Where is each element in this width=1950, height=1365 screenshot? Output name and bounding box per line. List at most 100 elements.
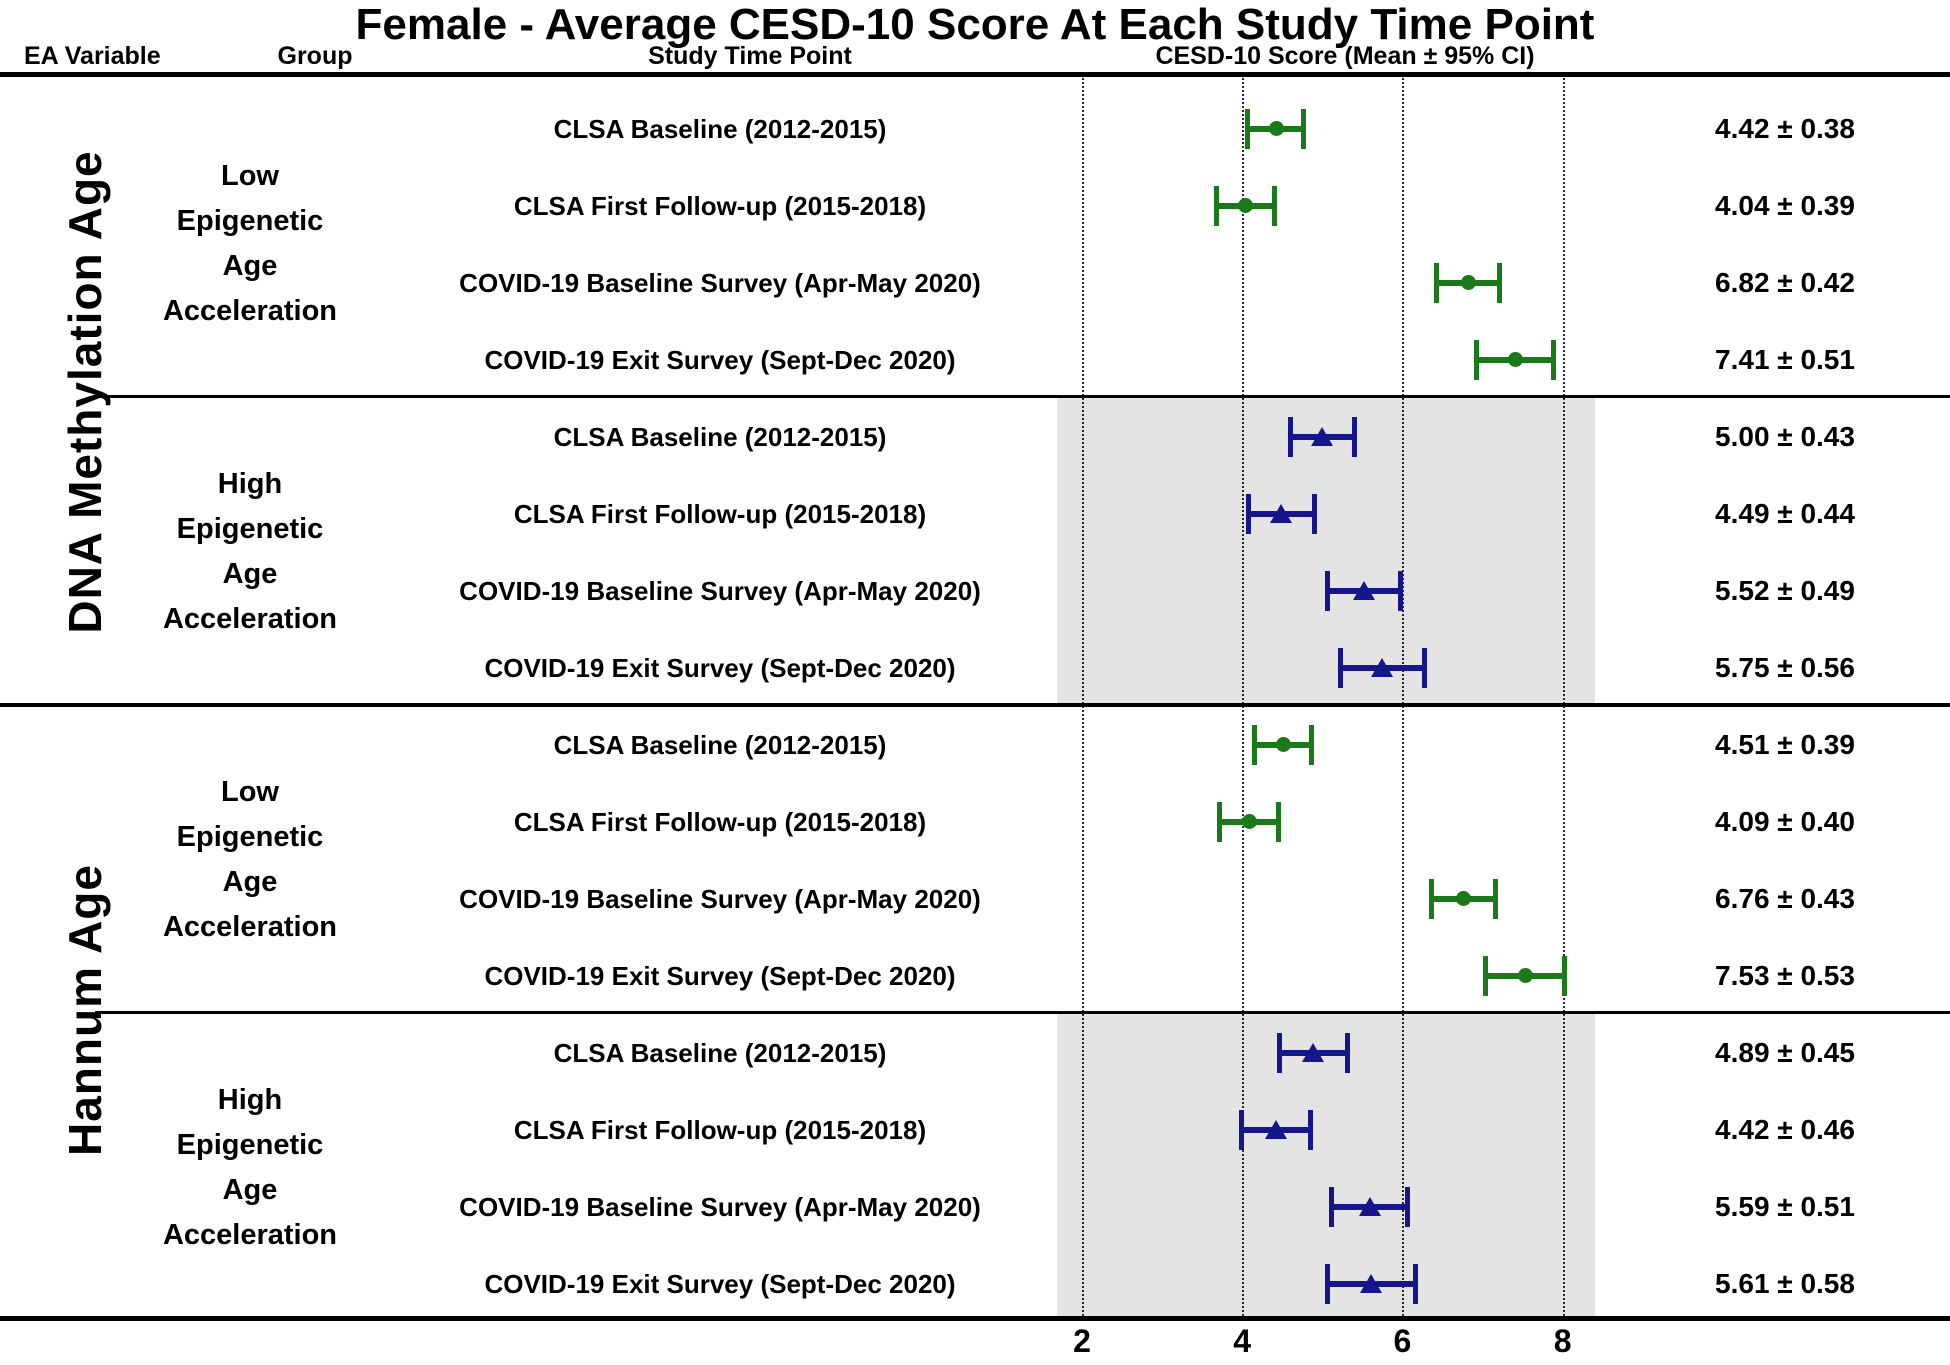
ci-cap-right (1422, 647, 1428, 688)
group-label-line: Age (222, 250, 278, 282)
group-label-line: Epigenetic (176, 821, 324, 853)
time-point-label: CLSA Baseline (2012-2015) (553, 1037, 887, 1068)
mean-marker-triangle (1360, 1273, 1383, 1293)
grid-line-6 (1402, 78, 1405, 1316)
mean-marker-triangle (1302, 1042, 1325, 1062)
group-label: Low Epigenetic Age Acceleration (80, 770, 420, 950)
mean-marker-triangle (1358, 1196, 1381, 1216)
shaded-band-high-dnam (1057, 396, 1595, 704)
axis-tick-label-2: 2 (1073, 1323, 1091, 1359)
group-label-line: Acceleration (162, 911, 338, 943)
time-point-label: COVID-19 Exit Survey (Sept-Dec 2020) (484, 960, 956, 991)
time-point-label: COVID-19 Exit Survey (Sept-Dec 2020) (484, 1268, 956, 1299)
value-label: 6.76 ± 0.43 (1715, 882, 1855, 914)
ci-cap-right (1311, 493, 1317, 534)
grid-line-8 (1562, 78, 1565, 1316)
ci-cap-right (1307, 1109, 1313, 1150)
ci-cap-right (1562, 955, 1568, 996)
column-header-cesd-score: CESD-10 Score (Mean ± 95% CI) (1155, 42, 1535, 70)
group-label-line: Low (221, 160, 279, 192)
value-label: 5.61 ± 0.58 (1715, 1267, 1855, 1299)
error-bar (1245, 108, 1307, 149)
group-label-line: Acceleration (162, 603, 338, 635)
ci-cap-left (1277, 1032, 1283, 1073)
ci-cap-left (1337, 647, 1343, 688)
ci-cap-left (1328, 1186, 1334, 1227)
group-label-line: Acceleration (162, 295, 338, 327)
mean-marker-triangle (1264, 1119, 1287, 1139)
time-point-label: COVID-19 Baseline Survey (Apr-May 2020) (459, 267, 981, 298)
time-point-label: COVID-19 Baseline Survey (Apr-May 2020) (459, 883, 981, 914)
axis-tick-label-4: 4 (1233, 1323, 1252, 1359)
error-bar (1287, 416, 1357, 457)
time-point-label: CLSA Baseline (2012-2015) (553, 729, 887, 760)
group-label-line: Epigenetic (176, 205, 324, 237)
value-label: 5.75 ± 0.56 (1715, 651, 1855, 683)
value-label: 4.04 ± 0.39 (1715, 189, 1855, 221)
ci-cap-right (1405, 1186, 1411, 1227)
ci-cap-left (1474, 339, 1480, 380)
axis-tick-label-6: 6 (1393, 1323, 1412, 1359)
group-label-line: Age (222, 1174, 278, 1206)
ci-cap-right (1351, 416, 1357, 457)
time-point-label: CLSA First Follow-up (2015-2018) (513, 806, 927, 837)
grid-line-2 (1082, 78, 1084, 1316)
group-label: High Epigenetic Age Acceleration (80, 462, 420, 642)
error-bar (1337, 647, 1428, 688)
mean-marker-circle (1517, 967, 1533, 983)
ci-cap-left (1217, 801, 1223, 842)
column-header-study-time-point: Study Time Point (648, 42, 852, 70)
mean-marker-circle (1461, 274, 1477, 290)
ci-cap-left (1287, 416, 1293, 457)
value-label: 5.00 ± 0.43 (1715, 420, 1855, 452)
ci-cap-right (1301, 108, 1307, 149)
mean-marker-circle (1268, 120, 1284, 136)
error-bar (1428, 878, 1498, 919)
grid-line-4 (1242, 78, 1245, 1316)
mean-marker-triangle (1371, 657, 1394, 677)
group-divider-hannum (95, 1011, 1950, 1014)
group-label-line: High (217, 468, 283, 500)
error-bar (1434, 262, 1502, 303)
ci-cap-left (1251, 724, 1257, 765)
x-axis-line (0, 1316, 1950, 1321)
error-bar (1214, 185, 1277, 226)
mean-marker-triangle (1311, 426, 1334, 446)
time-point-label: CLSA First Follow-up (2015-2018) (513, 498, 927, 529)
time-point-label: CLSA Baseline (2012-2015) (553, 113, 887, 144)
value-label: 5.52 ± 0.49 (1715, 574, 1855, 606)
group-divider-dnam (95, 395, 1950, 398)
time-point-label: COVID-19 Baseline Survey (Apr-May 2020) (459, 1191, 981, 1222)
value-label: 4.42 ± 0.38 (1715, 112, 1855, 144)
ci-cap-left (1245, 108, 1251, 149)
error-bar (1217, 801, 1282, 842)
ci-cap-right (1276, 801, 1282, 842)
ci-cap-left (1324, 570, 1330, 611)
header-rule (0, 72, 1950, 77)
value-label: 7.53 ± 0.53 (1715, 959, 1855, 991)
ci-cap-left (1482, 955, 1488, 996)
time-point-label: CLSA Baseline (2012-2015) (553, 421, 887, 452)
time-point-label: CLSA First Follow-up (2015-2018) (513, 190, 927, 221)
group-label-line: Age (222, 866, 278, 898)
page-title: Female - Average CESD-10 Score At Each S… (355, 0, 1595, 49)
error-bar (1277, 1032, 1350, 1073)
mean-marker-triangle (1270, 503, 1293, 523)
value-label: 4.89 ± 0.45 (1715, 1036, 1855, 1068)
ci-cap-left (1246, 493, 1252, 534)
mean-marker-circle (1508, 351, 1524, 367)
ci-cap-left (1214, 185, 1220, 226)
value-label: 6.82 ± 0.42 (1715, 266, 1855, 298)
section-divider (0, 703, 1950, 707)
group-label: High Epigenetic Age Acceleration (80, 1078, 420, 1258)
ci-cap-right (1412, 1263, 1418, 1304)
axis-tick-label-8: 8 (1553, 1323, 1572, 1359)
group-label-line: Epigenetic (176, 513, 324, 545)
ci-cap-left (1434, 262, 1440, 303)
ci-cap-right (1398, 570, 1404, 611)
group-label-line: High (217, 1084, 283, 1116)
ci-cap-right (1496, 262, 1502, 303)
group-label: Low Epigenetic Age Acceleration (80, 154, 420, 334)
mean-marker-circle (1456, 890, 1472, 906)
